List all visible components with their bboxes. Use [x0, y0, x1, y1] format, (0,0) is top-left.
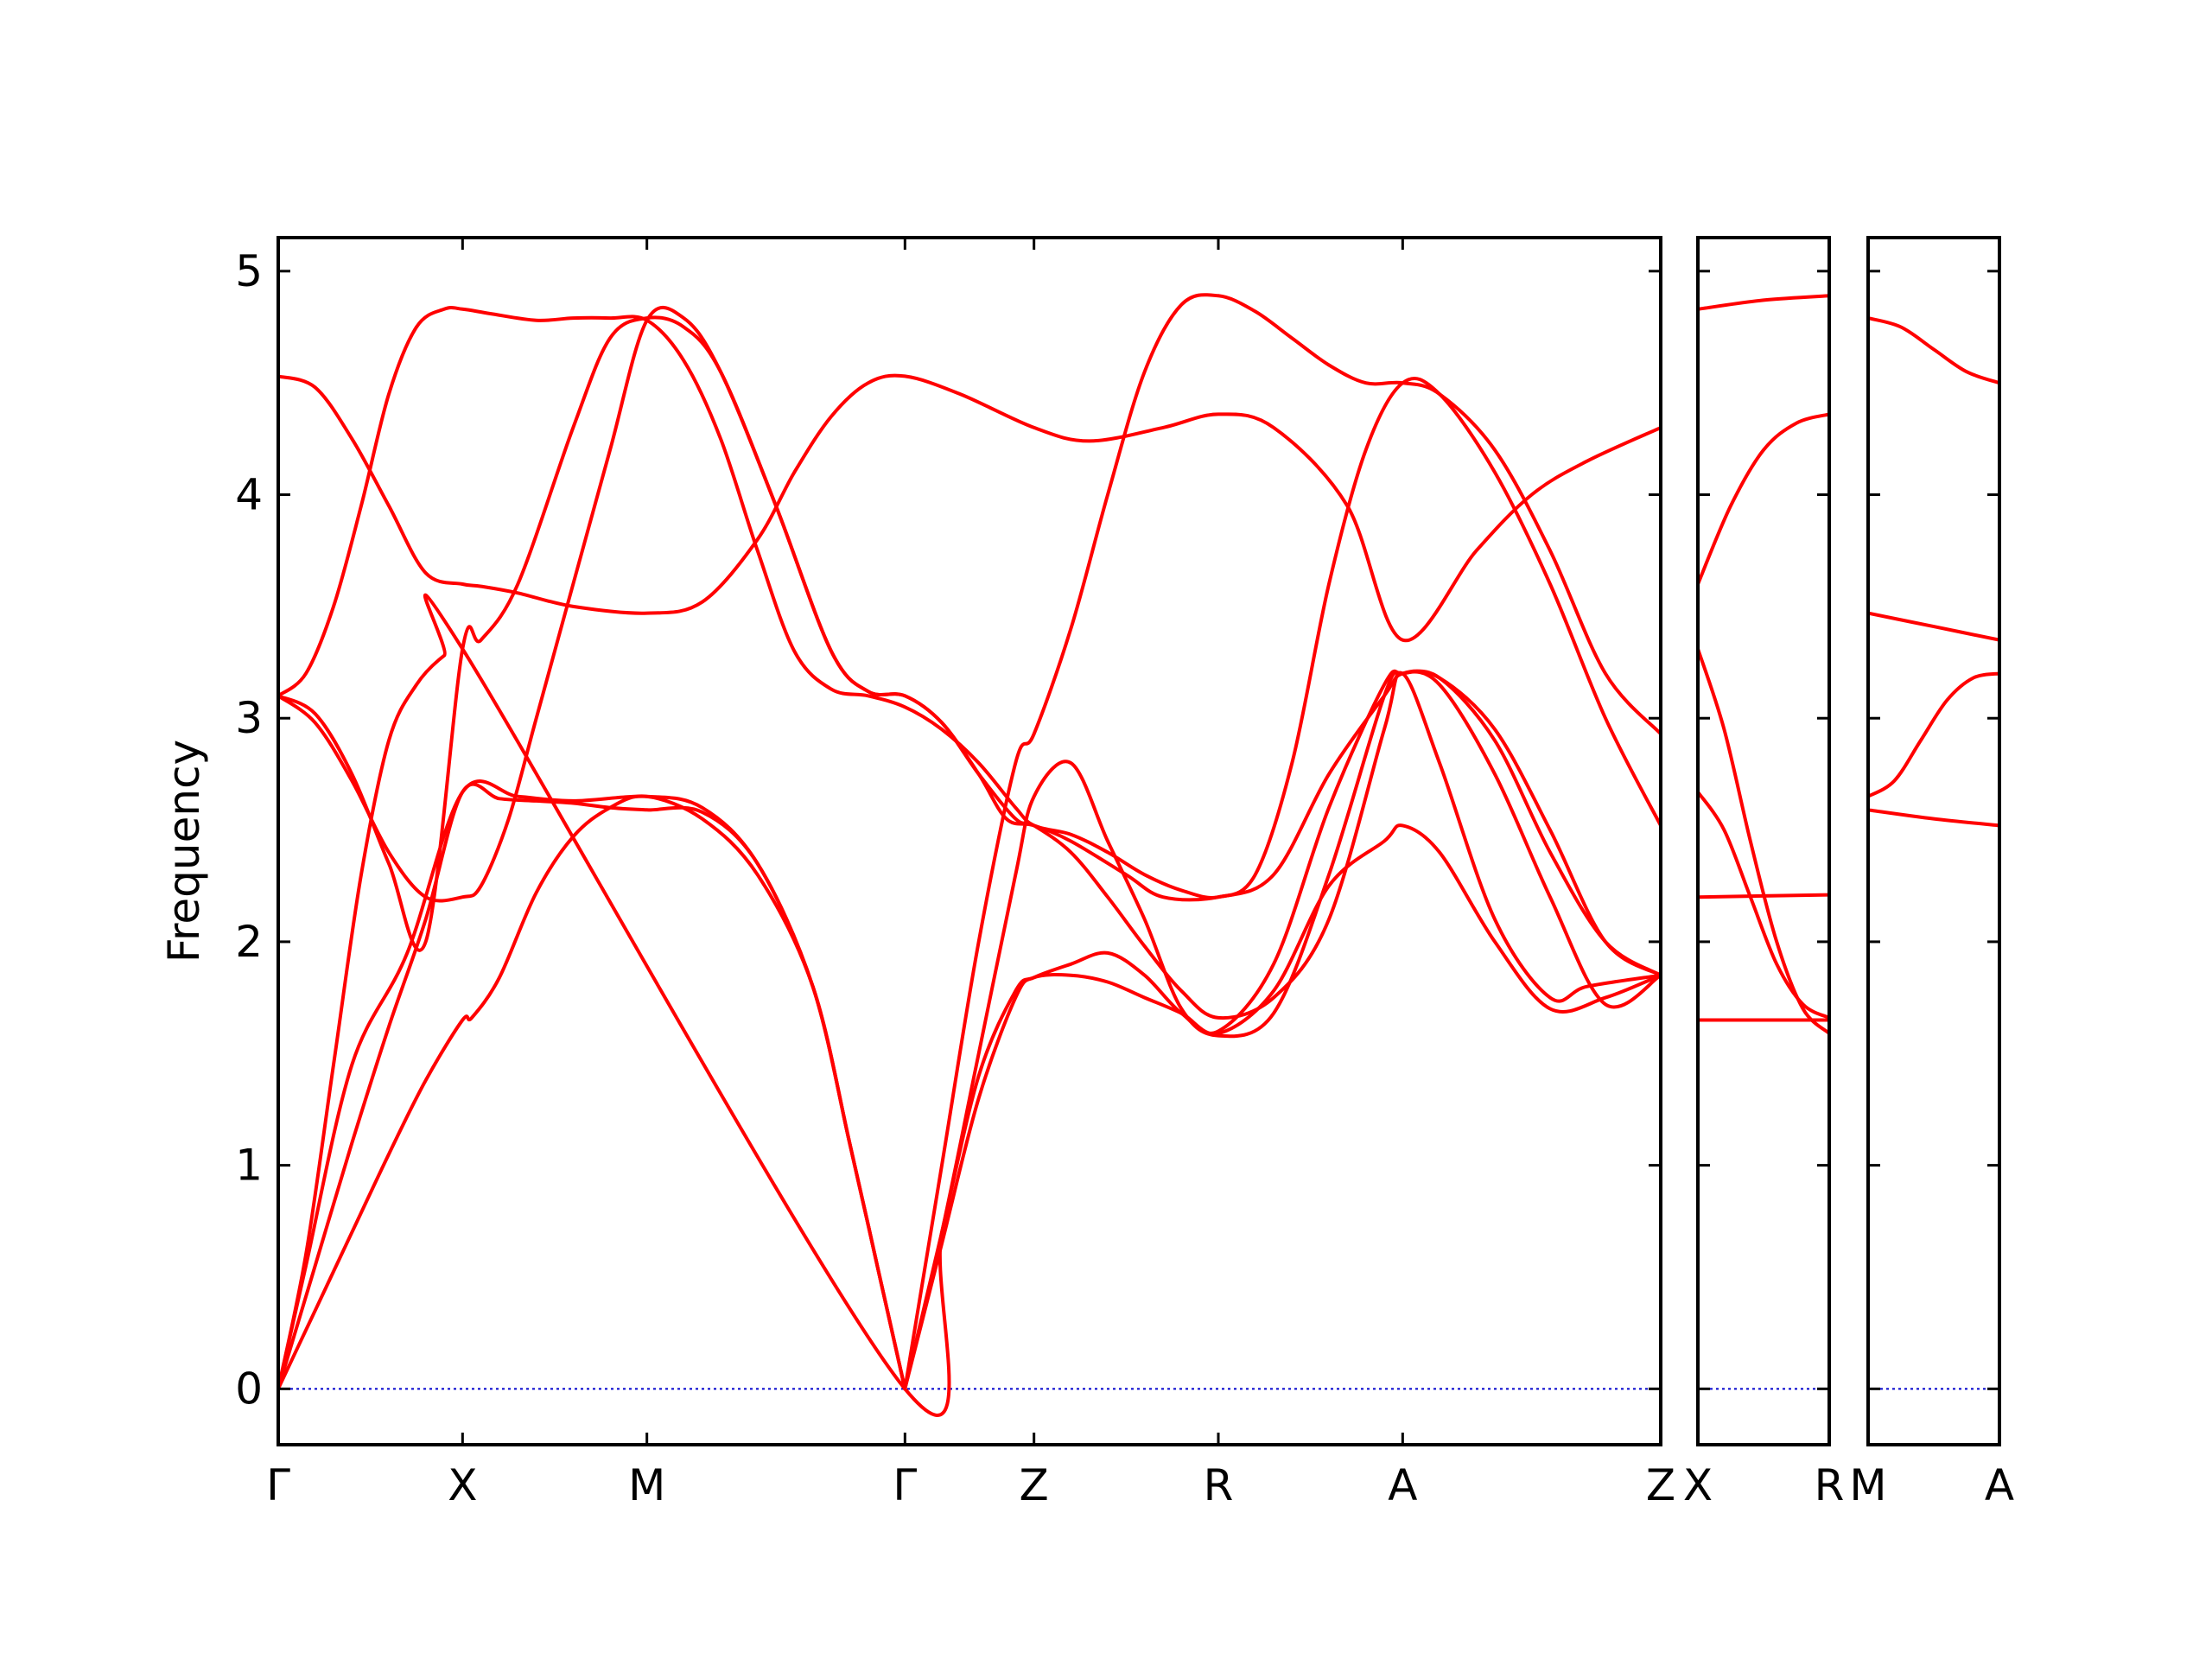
x-tick-label: Γ — [893, 1460, 917, 1510]
x-tick-label: R — [1204, 1460, 1234, 1510]
x-tick-label: X — [1683, 1460, 1713, 1510]
band-lines — [1698, 294, 1829, 1035]
band-line — [903, 669, 1661, 1391]
band-line — [1698, 893, 1829, 899]
band-line — [1868, 611, 1999, 642]
x-tick-label: Z — [1646, 1460, 1675, 1510]
y-axis-title: Frequency — [159, 740, 209, 963]
band-line — [1868, 671, 1999, 798]
panel-frame — [276, 236, 1662, 1446]
band-line — [278, 782, 907, 1391]
x-tick-label: Γ — [266, 1460, 290, 1510]
x-tick-label: X — [448, 1460, 477, 1510]
panel-frame — [1866, 236, 2001, 1446]
band-lines — [1868, 316, 1999, 828]
band-line — [1698, 790, 1829, 1020]
band-line — [278, 315, 1661, 1020]
y-tick-label: 1 — [235, 1141, 263, 1191]
band-line — [1868, 316, 1999, 385]
band-lines — [278, 293, 1661, 1417]
band-line — [1698, 294, 1829, 311]
panel-frame — [1696, 236, 1831, 1446]
band-line — [278, 794, 907, 1391]
y-tick-label: 2 — [235, 917, 263, 967]
band-line — [1698, 412, 1829, 586]
band-line — [1698, 647, 1829, 1035]
y-tick-label: 4 — [235, 470, 263, 520]
band-line — [1868, 808, 1999, 828]
x-tick-label: R — [1815, 1460, 1845, 1510]
band-line — [903, 293, 1661, 1391]
x-tick-label: A — [1985, 1460, 2014, 1510]
y-tick-label: 0 — [235, 1363, 263, 1414]
x-tick-label: M — [628, 1460, 665, 1510]
x-tick-label: Z — [1020, 1460, 1049, 1510]
band-line — [278, 373, 1661, 643]
band-line — [278, 306, 1661, 899]
x-tick-label: M — [1849, 1460, 1886, 1510]
panel-main: 0 1 2 3 4 5 Γ X M Γ Z R A Z — [235, 236, 1675, 1510]
y-tick-label: 5 — [235, 246, 263, 296]
x-tick-label: A — [1388, 1460, 1417, 1510]
y-tick-label: 3 — [235, 693, 263, 743]
band-line — [903, 823, 1661, 1391]
